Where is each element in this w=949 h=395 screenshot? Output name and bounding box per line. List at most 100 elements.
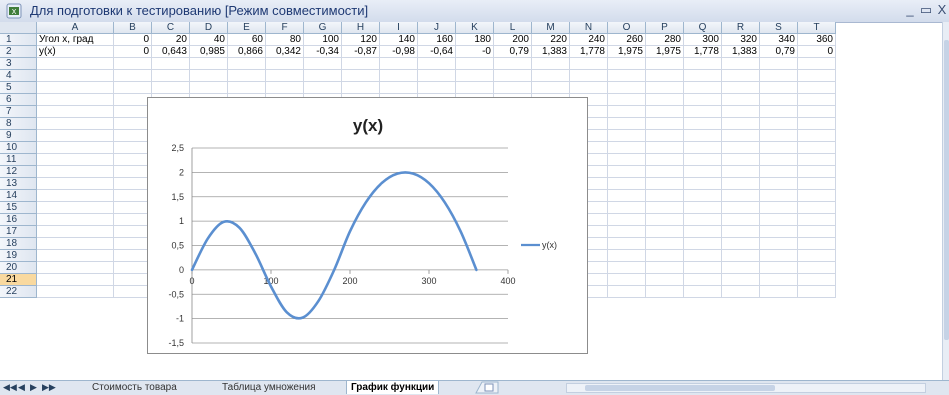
- table-cell[interactable]: [608, 58, 646, 70]
- table-cell[interactable]: [342, 82, 380, 94]
- table-cell[interactable]: [570, 226, 608, 238]
- table-cell[interactable]: -0,98: [380, 46, 418, 58]
- table-cell[interactable]: [570, 58, 608, 70]
- table-cell[interactable]: [798, 82, 836, 94]
- table-cell[interactable]: [684, 118, 722, 130]
- table-cell[interactable]: [684, 58, 722, 70]
- table-cell[interactable]: [570, 250, 608, 262]
- table-cell[interactable]: 220: [532, 34, 570, 46]
- table-cell[interactable]: 140: [380, 34, 418, 46]
- table-cell[interactable]: 0,342: [266, 46, 304, 58]
- insert-sheet-icon[interactable]: [474, 381, 500, 394]
- column-header[interactable]: O: [608, 22, 646, 34]
- table-cell[interactable]: [304, 70, 342, 82]
- table-cell[interactable]: [380, 58, 418, 70]
- minimize-button[interactable]: _: [906, 2, 914, 17]
- table-cell[interactable]: 1,975: [646, 46, 684, 58]
- table-cell[interactable]: [798, 286, 836, 298]
- table-cell[interactable]: [608, 166, 646, 178]
- table-cell[interactable]: -0: [456, 46, 494, 58]
- table-cell[interactable]: 340: [760, 34, 798, 46]
- table-cell[interactable]: [570, 274, 608, 286]
- column-header[interactable]: K: [456, 22, 494, 34]
- table-cell[interactable]: [608, 130, 646, 142]
- table-cell[interactable]: [760, 118, 798, 130]
- column-header[interactable]: B: [114, 22, 152, 34]
- table-cell[interactable]: [798, 58, 836, 70]
- table-cell[interactable]: [798, 70, 836, 82]
- horizontal-scrollbar[interactable]: [566, 383, 926, 393]
- row-header[interactable]: 3: [0, 58, 37, 70]
- table-cell[interactable]: [114, 82, 152, 94]
- table-cell[interactable]: [228, 70, 266, 82]
- table-cell[interactable]: [646, 106, 684, 118]
- table-cell[interactable]: [722, 82, 760, 94]
- table-cell[interactable]: [532, 70, 570, 82]
- table-cell[interactable]: [494, 82, 532, 94]
- tab-grafik-funkcii[interactable]: График функции: [346, 381, 440, 394]
- table-cell[interactable]: [760, 94, 798, 106]
- row-header[interactable]: 4: [0, 70, 37, 82]
- tab-stoimost-tovara[interactable]: Стоимость товара: [92, 382, 177, 393]
- table-cell[interactable]: Угол x, град: [37, 34, 114, 46]
- table-cell[interactable]: [37, 142, 114, 154]
- table-cell[interactable]: [760, 274, 798, 286]
- table-cell[interactable]: [722, 190, 760, 202]
- table-cell[interactable]: [684, 142, 722, 154]
- column-header[interactable]: N: [570, 22, 608, 34]
- table-cell[interactable]: [722, 154, 760, 166]
- row-header[interactable]: 11: [0, 154, 37, 166]
- table-cell[interactable]: [190, 70, 228, 82]
- table-cell[interactable]: [760, 154, 798, 166]
- table-cell[interactable]: [608, 70, 646, 82]
- table-cell[interactable]: [722, 286, 760, 298]
- table-cell[interactable]: [342, 58, 380, 70]
- table-cell[interactable]: [684, 154, 722, 166]
- table-cell[interactable]: [722, 142, 760, 154]
- row-header[interactable]: 13: [0, 178, 37, 190]
- table-cell[interactable]: [37, 130, 114, 142]
- table-cell[interactable]: [608, 142, 646, 154]
- table-cell[interactable]: [684, 166, 722, 178]
- table-cell[interactable]: [570, 94, 608, 106]
- row-header[interactable]: 17: [0, 226, 37, 238]
- table-cell[interactable]: 280: [646, 34, 684, 46]
- table-cell[interactable]: [570, 70, 608, 82]
- row-header[interactable]: 15: [0, 202, 37, 214]
- table-cell[interactable]: [684, 70, 722, 82]
- table-cell[interactable]: [798, 130, 836, 142]
- table-cell[interactable]: [798, 118, 836, 130]
- table-cell[interactable]: [760, 178, 798, 190]
- row-header[interactable]: 18: [0, 238, 37, 250]
- excel-app-icon[interactable]: X: [6, 3, 22, 19]
- table-cell[interactable]: [37, 238, 114, 250]
- table-cell[interactable]: [570, 130, 608, 142]
- row-header[interactable]: 16: [0, 214, 37, 226]
- table-cell[interactable]: [570, 178, 608, 190]
- table-cell[interactable]: [608, 178, 646, 190]
- table-cell[interactable]: [722, 214, 760, 226]
- table-cell[interactable]: [646, 70, 684, 82]
- table-cell[interactable]: 0,79: [760, 46, 798, 58]
- table-cell[interactable]: [608, 226, 646, 238]
- table-cell[interactable]: [608, 82, 646, 94]
- table-cell[interactable]: 1,975: [608, 46, 646, 58]
- table-cell[interactable]: [266, 70, 304, 82]
- row-header[interactable]: 22: [0, 286, 37, 298]
- table-cell[interactable]: [646, 286, 684, 298]
- table-cell[interactable]: [266, 58, 304, 70]
- table-cell[interactable]: [646, 226, 684, 238]
- column-header[interactable]: F: [266, 22, 304, 34]
- column-header[interactable]: C: [152, 22, 190, 34]
- table-cell[interactable]: [722, 130, 760, 142]
- row-header[interactable]: 19: [0, 250, 37, 262]
- table-cell[interactable]: 0: [798, 46, 836, 58]
- table-cell[interactable]: [684, 202, 722, 214]
- table-cell[interactable]: y(x): [37, 46, 114, 58]
- table-cell[interactable]: [418, 82, 456, 94]
- table-cell[interactable]: [684, 250, 722, 262]
- table-cell[interactable]: [570, 166, 608, 178]
- table-cell[interactable]: [684, 190, 722, 202]
- table-cell[interactable]: [418, 70, 456, 82]
- column-header[interactable]: G: [304, 22, 342, 34]
